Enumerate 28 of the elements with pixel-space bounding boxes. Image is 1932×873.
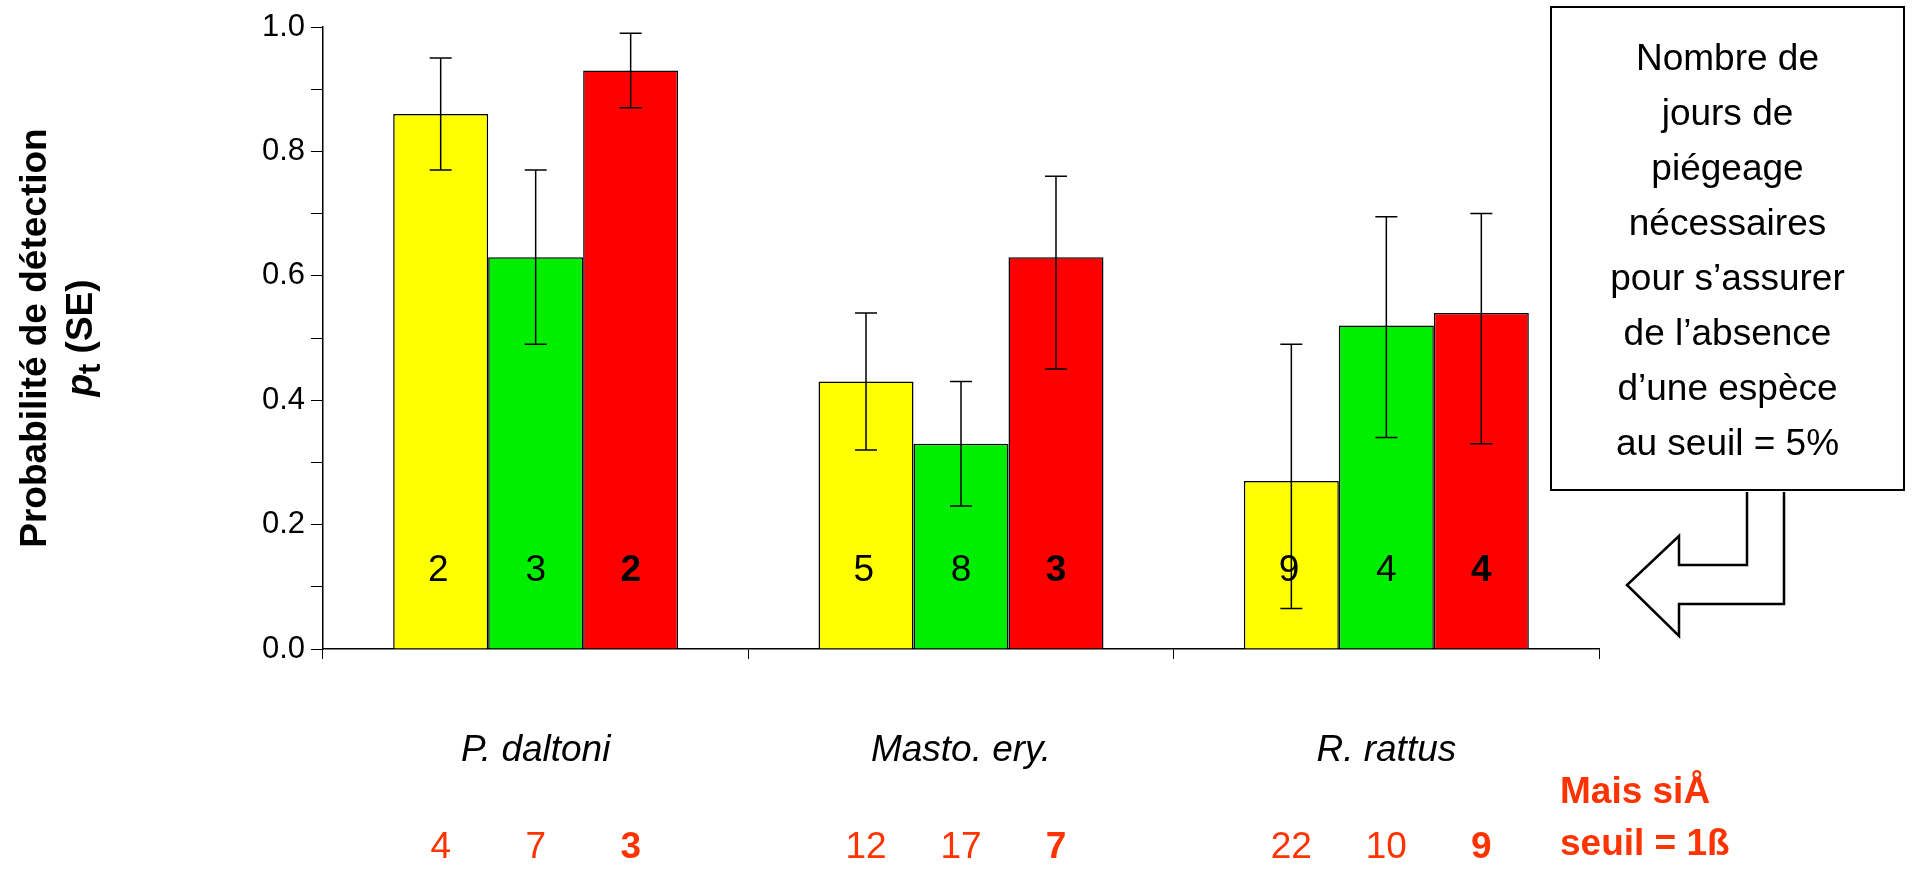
y-tick-label: 0.6: [261, 256, 305, 292]
annotation: 4: [1471, 548, 1493, 590]
text: 17: [940, 825, 982, 867]
text: 4: [430, 825, 451, 867]
annotation: 5: [853, 548, 875, 590]
annotation: 3: [1045, 548, 1067, 590]
text: 10: [1365, 825, 1407, 867]
y-tick-label: 1.0: [261, 7, 305, 43]
text: Mais siÅ seuil = 1ß: [1560, 769, 1731, 865]
text: 22: [1270, 825, 1312, 867]
annotation: 2: [428, 548, 449, 590]
text: 3: [620, 825, 641, 867]
x-tick-label: R. rattus: [1316, 728, 1457, 770]
x-tick-label: P. daltoni: [460, 728, 613, 770]
y-tick-label: 0.8: [261, 131, 305, 167]
text: 9: [1471, 825, 1492, 867]
y-tick-label: 0.2: [261, 505, 305, 541]
annotation: 2: [620, 548, 641, 590]
y-tick-label: 0.4: [261, 380, 305, 416]
text: 7: [1045, 825, 1067, 867]
annotation: 8: [950, 548, 972, 590]
annotation: 3: [525, 548, 546, 590]
text: 7: [525, 825, 546, 867]
x-tick-label: Masto. ery.: [870, 728, 1052, 770]
text: 12: [845, 825, 887, 867]
annotation: 4: [1376, 548, 1397, 590]
text-box: Nombre de jours de piégeage nécessaires pour s’assurer de l’absence d’une espèce au seuil = 5%: [1550, 6, 1905, 491]
y-tick-label: 0.0: [261, 629, 305, 665]
